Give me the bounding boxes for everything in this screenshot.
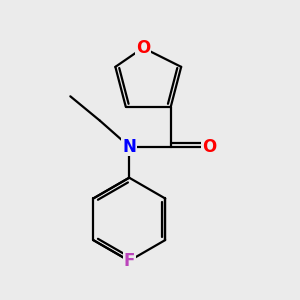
Text: O: O [202, 137, 216, 155]
Text: N: N [122, 137, 136, 155]
Text: F: F [124, 252, 135, 270]
Text: O: O [136, 39, 150, 57]
